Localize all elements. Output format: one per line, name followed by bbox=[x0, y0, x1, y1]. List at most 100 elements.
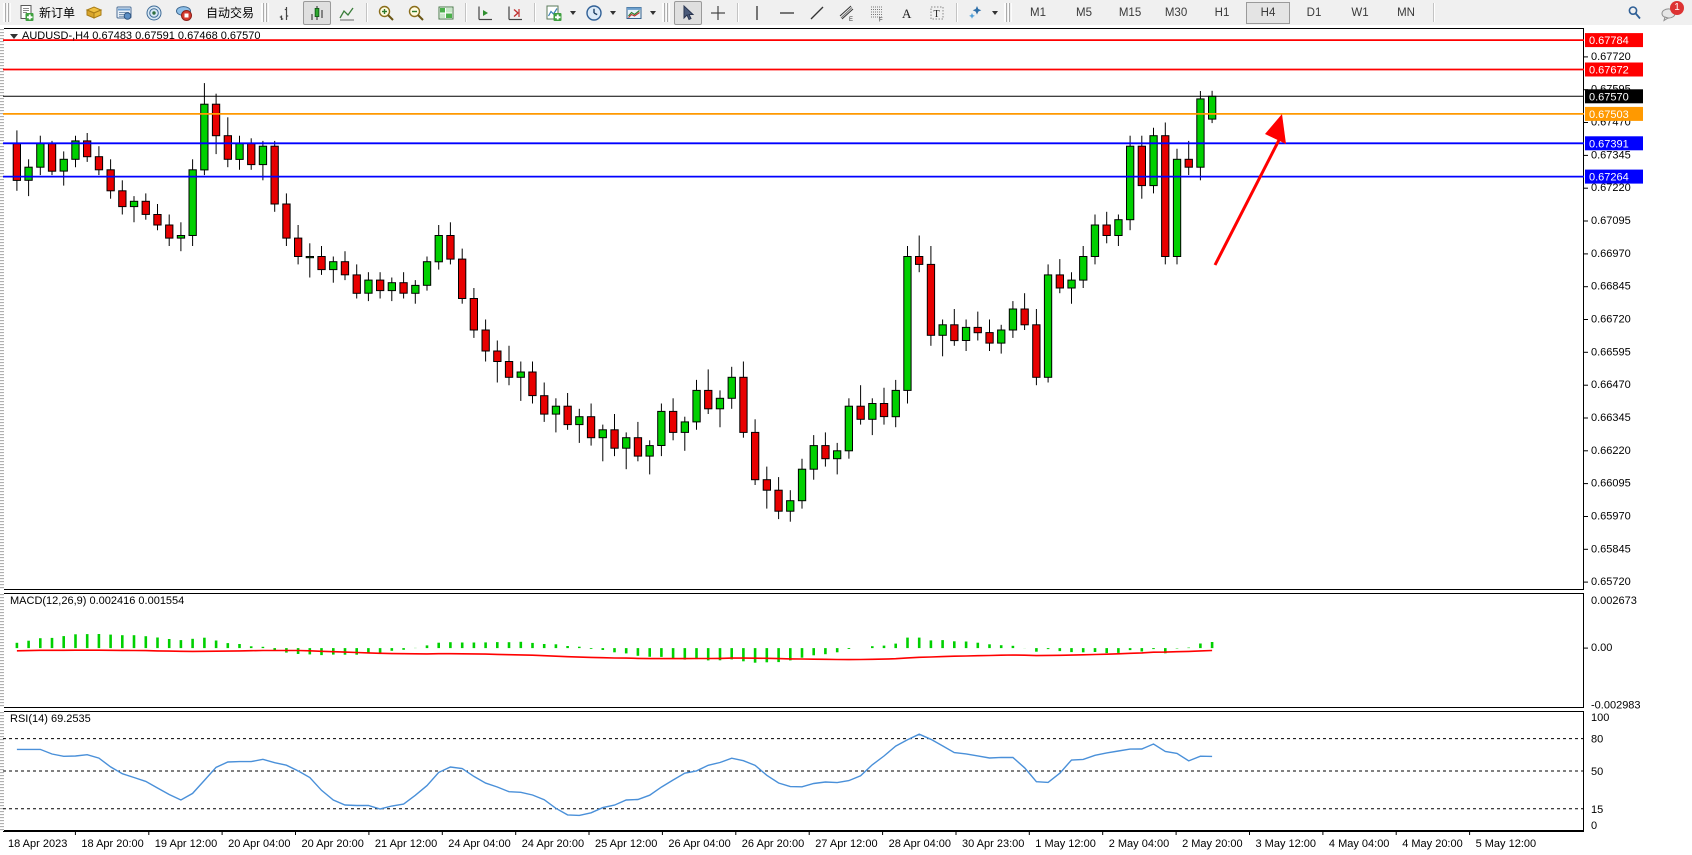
timer-button[interactable] bbox=[580, 1, 608, 25]
timeframe-m5[interactable]: M5 bbox=[1076, 6, 1093, 19]
horizontal-line-button[interactable] bbox=[773, 1, 801, 25]
new-order-icon bbox=[18, 4, 36, 22]
fibonacci-button[interactable]: F bbox=[863, 1, 891, 25]
objects-chevron-down-icon[interactable] bbox=[992, 10, 999, 15]
timeframe-m15[interactable]: M15 bbox=[1118, 6, 1142, 19]
time-axis[interactable]: 18 Apr 2023 18 Apr 20:00 19 Apr 12:00 20 Ap… bbox=[3, 831, 1692, 855]
expert-advisor-button[interactable] bbox=[170, 1, 198, 25]
svg-text:0.67220: 0.67220 bbox=[1591, 182, 1631, 194]
objects-button[interactable] bbox=[962, 1, 990, 25]
svg-text:4 May 04:00: 4 May 04:00 bbox=[1329, 838, 1390, 850]
search-button[interactable] bbox=[1621, 1, 1649, 25]
toolbar-grip-3[interactable] bbox=[662, 3, 671, 22]
fibonacci-icon: F bbox=[868, 4, 886, 22]
toolbar-separator-6 bbox=[1433, 3, 1435, 22]
rsi-panel-grip[interactable] bbox=[0, 711, 4, 831]
rsi-line bbox=[16, 733, 1213, 817]
chart-area[interactable]: AUDUSD-,H4 0.67483 0.67591 0.67468 0.675… bbox=[0, 25, 1692, 855]
timeframe-m1[interactable]: M1 bbox=[1030, 6, 1047, 19]
svg-text:-0.002983: -0.002983 bbox=[1591, 700, 1641, 712]
timeframe-mn[interactable]: MN bbox=[1397, 6, 1415, 19]
svg-text:24 Apr 20:00: 24 Apr 20:00 bbox=[522, 838, 584, 850]
svg-text:0.66970: 0.66970 bbox=[1591, 248, 1631, 260]
text-button[interactable]: A bbox=[893, 1, 921, 25]
svg-text:0.67391: 0.67391 bbox=[1589, 138, 1629, 150]
new-order-button[interactable]: 新订单 bbox=[15, 2, 78, 24]
svg-text:0.66720: 0.66720 bbox=[1591, 314, 1631, 326]
period-separator-button[interactable] bbox=[501, 1, 529, 25]
indicators-button[interactable] bbox=[540, 1, 568, 25]
toolbar-separator-1 bbox=[366, 3, 368, 22]
trend-arrow-annotation[interactable] bbox=[1213, 114, 1286, 266]
trendline-button[interactable] bbox=[803, 1, 831, 25]
price-panel-grip[interactable] bbox=[0, 28, 4, 590]
vertical-line-button[interactable] bbox=[743, 1, 771, 25]
svg-text:27 Apr 12:00: 27 Apr 12:00 bbox=[815, 838, 877, 850]
briefcase-button[interactable] bbox=[80, 1, 108, 25]
timeframe-h4[interactable]: H4 bbox=[1246, 1, 1291, 24]
cursor-button[interactable] bbox=[674, 0, 703, 25]
timeframe-m30[interactable]: M30 bbox=[1164, 6, 1188, 19]
svg-text:T: T bbox=[934, 9, 940, 20]
toolbar-grip[interactable] bbox=[3, 3, 11, 22]
svg-text:0.67784: 0.67784 bbox=[1589, 35, 1629, 47]
main-toolbar: 新订单 bbox=[0, 0, 1692, 26]
timeframe-h1[interactable]: H1 bbox=[1214, 6, 1230, 19]
svg-text:19 Apr 12:00: 19 Apr 12:00 bbox=[155, 838, 217, 850]
svg-text:0.002673: 0.002673 bbox=[1591, 595, 1637, 607]
templates-chevron-down-icon[interactable] bbox=[650, 10, 657, 15]
zoom-out-button[interactable] bbox=[402, 1, 430, 25]
bar-chart-button[interactable] bbox=[273, 1, 301, 25]
auto-trading-label: 自动交易 bbox=[206, 6, 255, 20]
zoom-out-icon bbox=[407, 4, 425, 22]
chart-shift-button[interactable] bbox=[432, 1, 460, 25]
auto-scroll-button[interactable] bbox=[471, 1, 499, 25]
chart-symbol-label: AUDUSD-,H4 0.67483 0.67591 0.67468 0.675… bbox=[22, 30, 261, 42]
timeframe-d1[interactable]: D1 bbox=[1306, 6, 1322, 19]
svg-text:0.65970: 0.65970 bbox=[1591, 511, 1631, 523]
rsi-tick-labels: 100 80 50 15 0 bbox=[1591, 712, 1609, 831]
text-label-button[interactable]: T bbox=[923, 1, 951, 25]
svg-text:2 May 20:00: 2 May 20:00 bbox=[1182, 838, 1243, 850]
indicators-icon bbox=[545, 4, 563, 22]
timer-chevron-down-icon[interactable] bbox=[610, 10, 617, 15]
templates-button[interactable] bbox=[620, 1, 648, 25]
horizontal-line-icon bbox=[778, 4, 796, 22]
equidistant-channel-button[interactable]: E bbox=[833, 1, 861, 25]
crosshair-button[interactable] bbox=[704, 1, 732, 25]
svg-text:4 May 20:00: 4 May 20:00 bbox=[1402, 838, 1463, 850]
terminal-button[interactable] bbox=[110, 1, 138, 25]
price-scale[interactable]: 0.677200.675950.674700.673450.672200.670… bbox=[1584, 28, 1692, 831]
navigator-button[interactable] bbox=[140, 1, 168, 25]
chart-shift-icon bbox=[437, 4, 455, 22]
toolbar-grip-2[interactable] bbox=[261, 3, 270, 22]
horizontal-levels[interactable] bbox=[3, 39, 1584, 178]
price-chart-svg[interactable] bbox=[3, 28, 1584, 590]
auto-trading-button[interactable]: 自动交易 bbox=[200, 2, 257, 24]
line-chart-button[interactable] bbox=[333, 1, 361, 25]
notifications-button[interactable]: 1 bbox=[1656, 0, 1684, 25]
period-separator-icon bbox=[506, 4, 524, 22]
new-order-label: 新订单 bbox=[39, 6, 76, 20]
svg-text:0.66220: 0.66220 bbox=[1591, 445, 1631, 457]
auto-scroll-icon bbox=[476, 4, 494, 22]
timeframe-w1[interactable]: W1 bbox=[1351, 6, 1369, 19]
svg-text:0.66595: 0.66595 bbox=[1591, 346, 1631, 358]
candlestick-chart-button[interactable] bbox=[303, 0, 332, 25]
indicators-chevron-down-icon[interactable] bbox=[570, 10, 577, 15]
toolbar-grip-4[interactable] bbox=[1004, 3, 1013, 22]
time-axis-labels: 18 Apr 2023 18 Apr 20:00 19 Apr 12:00 20 Ap… bbox=[8, 831, 1536, 850]
svg-text:28 Apr 04:00: 28 Apr 04:00 bbox=[889, 838, 951, 850]
zoom-in-button[interactable] bbox=[372, 1, 400, 25]
rsi-title: RSI(14) 69.2535 bbox=[10, 713, 91, 725]
svg-text:0.67345: 0.67345 bbox=[1591, 149, 1631, 161]
svg-text:26 Apr 20:00: 26 Apr 20:00 bbox=[742, 838, 804, 850]
svg-text:24 Apr 04:00: 24 Apr 04:00 bbox=[448, 838, 510, 850]
trendline-icon bbox=[808, 4, 826, 22]
macd-panel-grip[interactable] bbox=[0, 593, 4, 708]
rsi-level-lines bbox=[3, 738, 1584, 810]
svg-text:0.67503: 0.67503 bbox=[1589, 109, 1629, 121]
zoom-in-icon bbox=[377, 4, 395, 22]
vertical-line-icon bbox=[748, 4, 766, 22]
chart-collapse-icon[interactable] bbox=[10, 33, 18, 39]
